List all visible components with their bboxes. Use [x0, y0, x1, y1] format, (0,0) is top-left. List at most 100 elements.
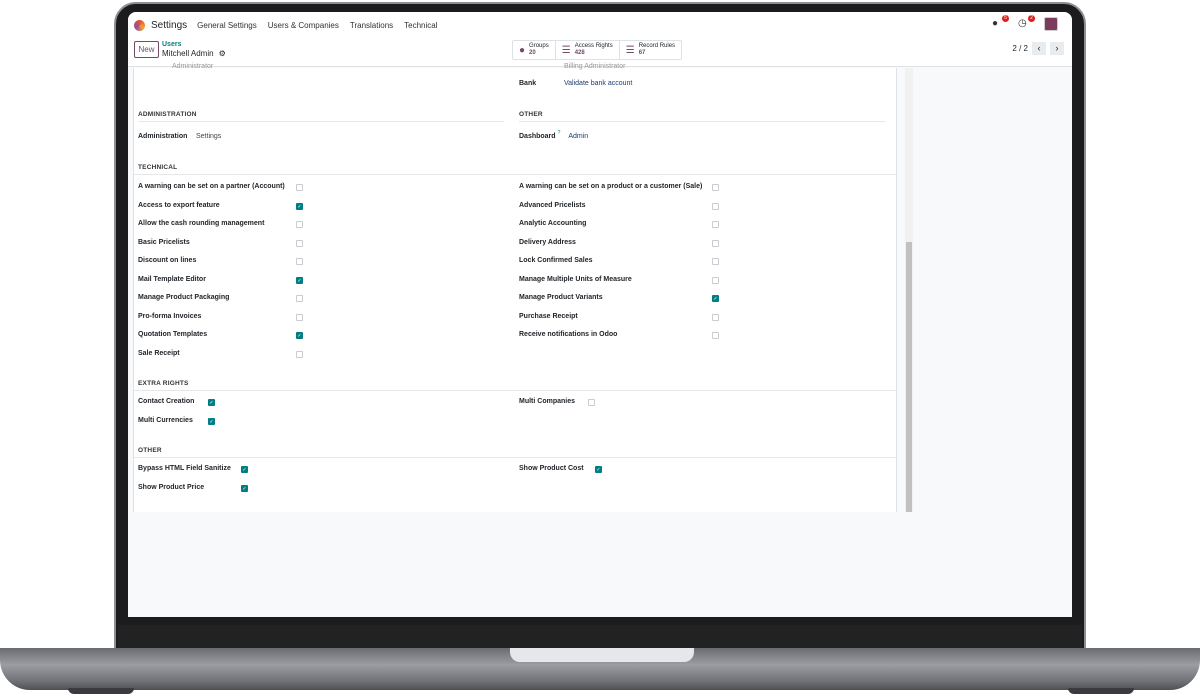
screen: Settings General Settings Users & Compan… [128, 12, 1072, 617]
checkbox[interactable] [296, 295, 303, 302]
checkbox[interactable] [712, 332, 719, 339]
section-extra-rights: EXTRA RIGHTS [138, 380, 189, 387]
gear-icon[interactable]: ⚙ [218, 49, 226, 58]
menu-users-companies[interactable]: Users & Companies [267, 20, 339, 30]
checkbox[interactable] [712, 276, 719, 284]
list-icon: ☰ [625, 44, 635, 56]
checkbox[interactable]: ✓ [296, 202, 303, 210]
activities-badge: 2 [1028, 15, 1035, 22]
field-label: Access to export feature [138, 201, 220, 209]
control-panel: New Users Mitchell Admin ⚙ ● Groups 20 ☰ Ac… [128, 38, 1072, 67]
checkbox[interactable] [712, 239, 719, 247]
field-label: Contact Creation [138, 398, 195, 405]
checkbox[interactable] [296, 258, 303, 265]
record-rules-button[interactable]: ☰ Record Rules 67 [620, 41, 681, 59]
checkbox[interactable] [712, 184, 719, 191]
pager-next-button[interactable]: › [1050, 42, 1064, 55]
breadcrumb-current: Mitchell Admin [162, 49, 214, 58]
administration-label: Administration [138, 133, 188, 140]
top-navbar: Settings General Settings Users & Compan… [128, 12, 1072, 38]
stat-label: Access Rights [574, 43, 613, 49]
checkbox[interactable]: ✓ [208, 417, 215, 425]
stat-value: 67 [638, 50, 646, 56]
field-label: Show Product Cost [519, 465, 584, 472]
users-icon: ● [519, 44, 526, 56]
stat-label: Record Rules [638, 43, 676, 49]
checkbox[interactable] [296, 313, 303, 321]
scrollbar-thumb[interactable] [906, 242, 912, 512]
checkbox[interactable] [712, 258, 719, 265]
pager-previous-button[interactable]: ‹ [1032, 42, 1046, 55]
checkbox[interactable]: ✓ [241, 466, 248, 473]
dashboard-label: Dashboard [519, 133, 556, 140]
bank-label: Bank [519, 80, 537, 87]
field-label: A warning can be set on a product or a c… [519, 183, 703, 190]
app-title[interactable]: Settings [151, 19, 188, 31]
breadcrumb-users[interactable]: Users [162, 41, 182, 48]
pager-value: 2 / 2 [1012, 44, 1028, 53]
field-label: Manage Multiple Units of Measure [519, 275, 632, 283]
field-label: Allow the cash rounding management [138, 220, 265, 227]
field-label: Analytic Accounting [519, 220, 587, 227]
checkbox[interactable]: ✓ [296, 276, 303, 284]
pager: 2 / 2 ‹ › [1012, 42, 1064, 55]
field-label: A warning can be set on a partner (Accou… [138, 183, 285, 190]
dashboard-row: Dashboard ? Admin [519, 130, 588, 140]
laptop-foot [68, 688, 134, 694]
messages-badge: 5 [1002, 15, 1009, 22]
avatar[interactable] [1044, 17, 1058, 31]
checkbox[interactable]: ✓ [296, 332, 303, 339]
checkbox[interactable] [296, 239, 303, 247]
clipped-value: Billing Administrator [564, 63, 626, 70]
stat-label: Groups [529, 43, 549, 49]
checkbox[interactable]: ✓ [712, 295, 719, 302]
laptop-notch [510, 648, 694, 662]
section-administration: ADMINISTRATION [138, 111, 197, 118]
checkbox[interactable] [588, 399, 595, 406]
activities-icon[interactable]: ◷ 2 [1018, 15, 1035, 29]
checkbox[interactable] [296, 184, 303, 191]
field-label: Multi Companies [519, 398, 576, 405]
field-label: Pro-forma Invoices [138, 312, 202, 320]
menu-technical[interactable]: Technical [404, 20, 438, 30]
field-label: Quotation Templates [138, 331, 208, 338]
form-sheet: Administrator Billing Administrator Bank… [133, 63, 897, 512]
groups-button[interactable]: ● Groups 20 [513, 41, 556, 59]
odoo-logo-icon[interactable] [134, 19, 145, 31]
field-label: Bypass HTML Field Sanitize [138, 465, 231, 472]
field-label: Advanced Pricelists [519, 201, 586, 209]
field-label: Show Product Price [138, 483, 205, 491]
field-label: Sale Receipt [138, 349, 180, 357]
checkbox[interactable] [712, 202, 719, 210]
checkbox[interactable]: ✓ [595, 466, 602, 473]
field-label: Discount on lines [138, 257, 197, 264]
menu-translations[interactable]: Translations [349, 20, 394, 30]
list-icon: ☰ [561, 44, 571, 56]
checkbox[interactable]: ✓ [208, 399, 215, 406]
administration-value[interactable]: Settings [196, 133, 222, 140]
checkbox[interactable] [296, 350, 303, 358]
dashboard-value[interactable]: Admin [568, 133, 589, 140]
field-label: Purchase Receipt [519, 312, 578, 320]
menu-general-settings[interactable]: General Settings [197, 20, 257, 30]
messages-icon[interactable]: ● 5 [992, 15, 1009, 29]
section-technical: TECHNICAL [138, 164, 178, 171]
checkbox[interactable] [712, 221, 719, 228]
breadcrumb-current-row: Mitchell Admin ⚙ [162, 49, 226, 58]
field-label: Mail Template Editor [138, 275, 206, 283]
access-rights-button[interactable]: ☰ Access Rights 428 [556, 41, 620, 59]
stat-value: 20 [529, 50, 536, 56]
checkbox[interactable] [296, 221, 303, 228]
laptop-foot [1068, 688, 1134, 694]
help-icon[interactable]: ? [557, 130, 561, 136]
smart-buttons: ● Groups 20 ☰ Access Rights 428 ☰ Record Rule… [512, 40, 683, 60]
section-other-top: OTHER [519, 111, 543, 118]
section-other: OTHER [138, 447, 162, 454]
bank-value[interactable]: Validate bank account [564, 80, 633, 87]
checkbox[interactable] [712, 313, 719, 321]
field-label: Manage Product Packaging [138, 294, 230, 301]
laptop-bezel [118, 625, 1082, 649]
new-button[interactable]: New [134, 41, 159, 58]
field-label: Receive notifications in Odoo [519, 331, 618, 338]
checkbox[interactable]: ✓ [241, 484, 248, 492]
